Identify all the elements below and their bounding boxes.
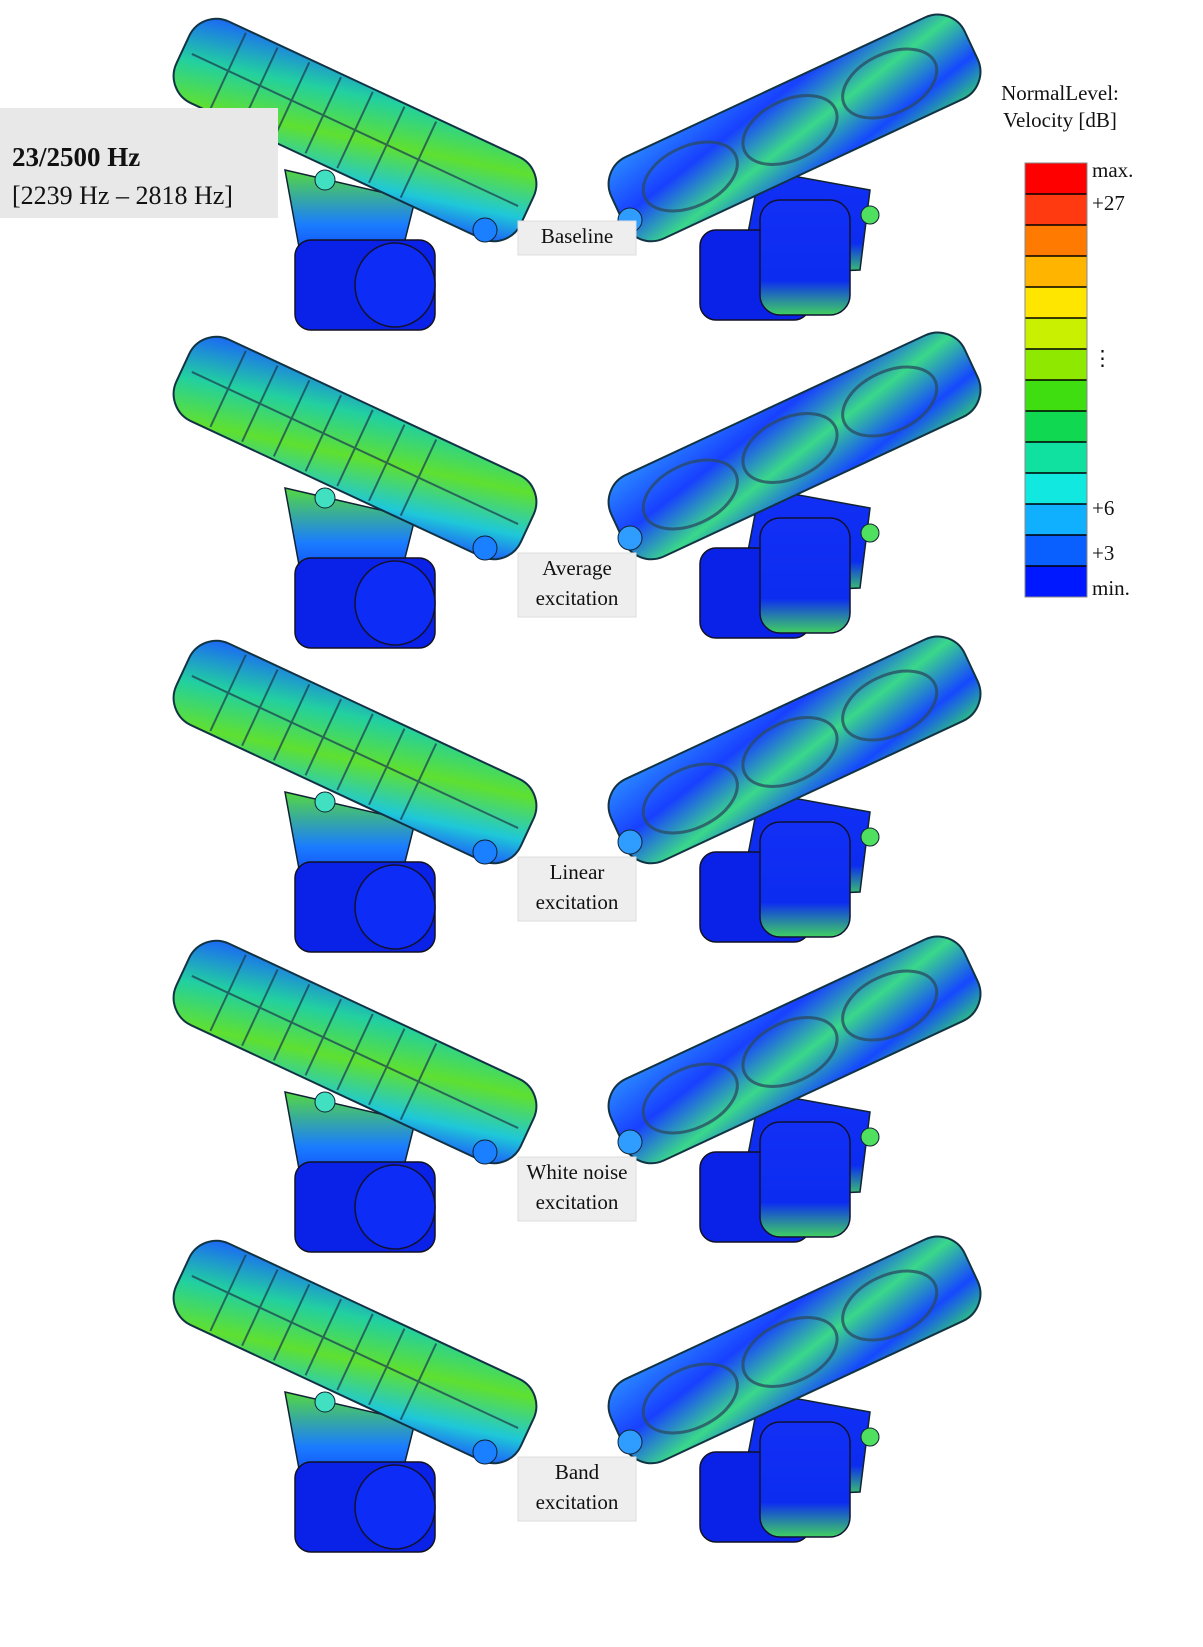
colorbar-label: max. — [1092, 158, 1133, 182]
colorbar-band — [1025, 535, 1087, 566]
colorbar-band — [1025, 442, 1087, 473]
colorbar-label: +6 — [1092, 496, 1114, 520]
right-render — [597, 925, 992, 1244]
colorbar-band — [1025, 504, 1087, 535]
colorbar-band — [1025, 163, 1087, 194]
row-label-box — [517, 1156, 637, 1222]
colorbar-label: min. — [1092, 576, 1130, 600]
colorbar-band — [1025, 473, 1087, 504]
row-label-box — [517, 856, 637, 922]
row-label: Average — [542, 556, 612, 580]
row-label: excitation — [536, 1490, 619, 1514]
row-label: Band — [555, 1460, 600, 1484]
row-label-box — [517, 552, 637, 618]
row-label: White noise — [527, 1160, 628, 1184]
right-render — [597, 3, 992, 322]
frequency-title: 23/2500 Hz — [12, 142, 140, 172]
colorbar-frame — [1024, 162, 1088, 598]
colorbar-band — [1025, 256, 1087, 287]
colorbar-band — [1025, 287, 1087, 318]
colorbar-band — [1025, 318, 1087, 349]
legend-title: NormalLevel: — [1001, 81, 1119, 105]
colorbar-band — [1025, 566, 1087, 597]
colorbar-band — [1025, 380, 1087, 411]
colorbar-label: ⋮ — [1092, 346, 1113, 370]
row-label: excitation — [536, 1190, 619, 1214]
left-render — [162, 325, 548, 649]
right-render — [597, 1225, 992, 1544]
legend-title: Velocity [dB] — [1003, 108, 1117, 132]
frequency-range: [2239 Hz – 2818 Hz] — [12, 181, 233, 210]
row-label: excitation — [536, 890, 619, 914]
colorbar-label: +3 — [1092, 541, 1114, 565]
colorbar-band — [1025, 411, 1087, 442]
row-label: excitation — [536, 586, 619, 610]
row-label-box — [517, 1456, 637, 1522]
left-render — [162, 1229, 548, 1553]
left-render — [162, 929, 548, 1253]
right-render — [597, 321, 992, 640]
left-render — [162, 629, 548, 953]
row-label: Linear — [550, 860, 605, 884]
colorbar-band — [1025, 225, 1087, 256]
right-render — [597, 625, 992, 944]
colorbar-band — [1025, 194, 1087, 225]
colorbar-label: +27 — [1092, 191, 1125, 215]
colorbar-band — [1025, 349, 1087, 380]
frequency-box — [0, 108, 278, 218]
row-label: Baseline — [541, 224, 613, 248]
row-label-box — [517, 220, 637, 256]
